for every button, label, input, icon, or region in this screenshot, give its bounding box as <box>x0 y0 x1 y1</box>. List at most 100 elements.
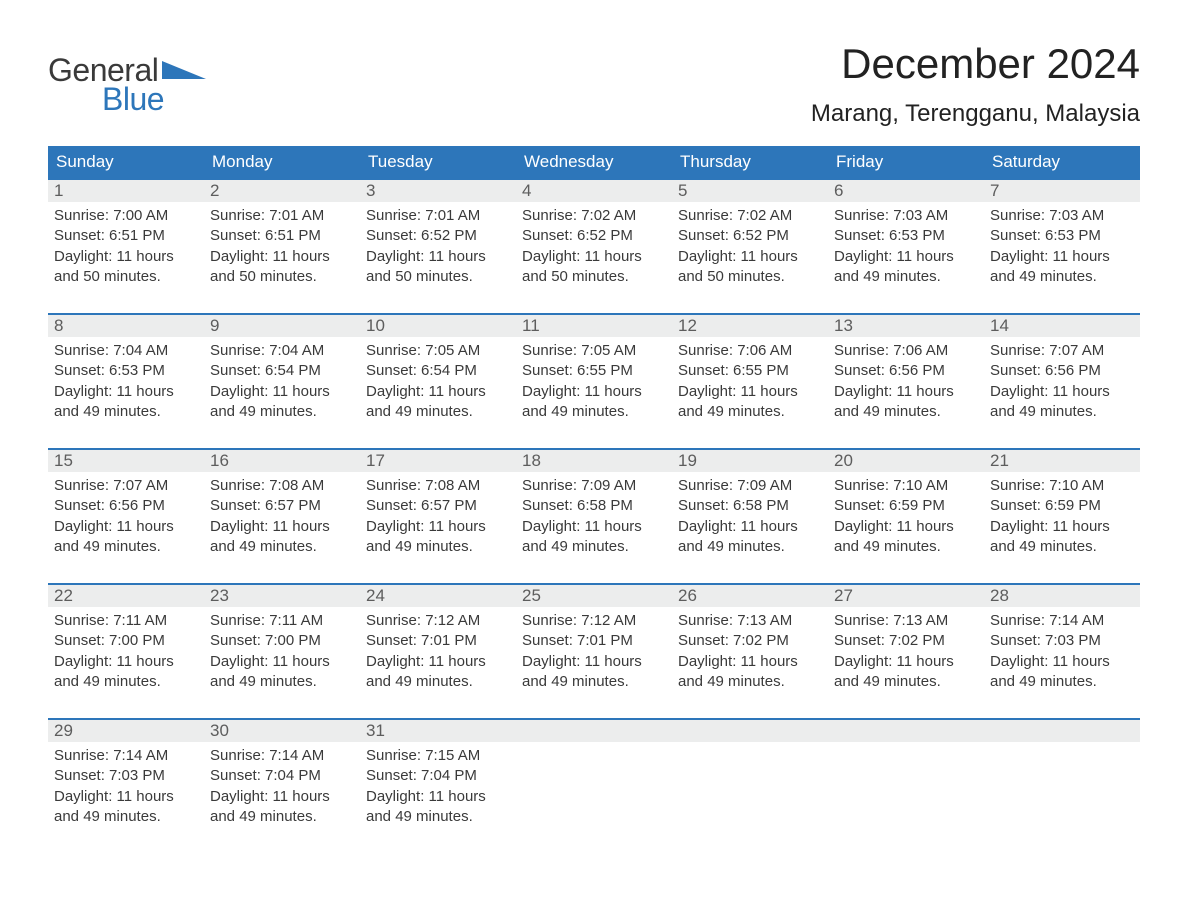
day-sunset: Sunset: 6:56 PM <box>990 361 1134 381</box>
day-dl1: Daylight: 11 hours <box>366 382 510 402</box>
day-details: Sunrise: 7:07 AMSunset: 6:56 PMDaylight:… <box>48 472 204 557</box>
day-details: Sunrise: 7:04 AMSunset: 6:53 PMDaylight:… <box>48 337 204 422</box>
calendar-day: 28Sunrise: 7:14 AMSunset: 7:03 PMDayligh… <box>984 585 1140 700</box>
brand-logo: General Blue <box>48 40 206 118</box>
day-number: 2 <box>204 180 360 202</box>
day-details: Sunrise: 7:06 AMSunset: 6:55 PMDaylight:… <box>672 337 828 422</box>
day-sunrise: Sunrise: 7:12 AM <box>522 611 666 631</box>
day-dl2: and 49 minutes. <box>990 402 1134 422</box>
day-details: Sunrise: 7:13 AMSunset: 7:02 PMDaylight:… <box>672 607 828 692</box>
day-number: 26 <box>672 585 828 607</box>
day-sunrise: Sunrise: 7:12 AM <box>366 611 510 631</box>
day-number: 23 <box>204 585 360 607</box>
calendar-day: 21Sunrise: 7:10 AMSunset: 6:59 PMDayligh… <box>984 450 1140 565</box>
calendar-day: 18Sunrise: 7:09 AMSunset: 6:58 PMDayligh… <box>516 450 672 565</box>
day-sunrise: Sunrise: 7:04 AM <box>210 341 354 361</box>
day-number: 20 <box>828 450 984 472</box>
day-sunrise: Sunrise: 7:00 AM <box>54 206 198 226</box>
day-sunset: Sunset: 6:54 PM <box>366 361 510 381</box>
dow-saturday: Saturday <box>984 146 1140 178</box>
day-sunrise: Sunrise: 7:07 AM <box>990 341 1134 361</box>
dow-wednesday: Wednesday <box>516 146 672 178</box>
calendar-day: 16Sunrise: 7:08 AMSunset: 6:57 PMDayligh… <box>204 450 360 565</box>
day-sunrise: Sunrise: 7:03 AM <box>990 206 1134 226</box>
calendar-day: 7Sunrise: 7:03 AMSunset: 6:53 PMDaylight… <box>984 180 1140 295</box>
day-sunrise: Sunrise: 7:03 AM <box>834 206 978 226</box>
day-details: Sunrise: 7:12 AMSunset: 7:01 PMDaylight:… <box>360 607 516 692</box>
day-dl1: Daylight: 11 hours <box>990 247 1134 267</box>
calendar-week: 8Sunrise: 7:04 AMSunset: 6:53 PMDaylight… <box>48 313 1140 430</box>
day-number: 7 <box>984 180 1140 202</box>
day-dl1: Daylight: 11 hours <box>366 247 510 267</box>
calendar-day: 27Sunrise: 7:13 AMSunset: 7:02 PMDayligh… <box>828 585 984 700</box>
day-details: Sunrise: 7:05 AMSunset: 6:54 PMDaylight:… <box>360 337 516 422</box>
day-number: 19 <box>672 450 828 472</box>
day-number: 27 <box>828 585 984 607</box>
day-number: 30 <box>204 720 360 742</box>
day-sunset: Sunset: 6:51 PM <box>54 226 198 246</box>
day-dl1: Daylight: 11 hours <box>366 787 510 807</box>
day-number: 9 <box>204 315 360 337</box>
day-sunrise: Sunrise: 7:11 AM <box>210 611 354 631</box>
day-dl1: Daylight: 11 hours <box>210 517 354 537</box>
day-dl2: and 49 minutes. <box>210 672 354 692</box>
day-sunrise: Sunrise: 7:01 AM <box>366 206 510 226</box>
day-dl1: Daylight: 11 hours <box>990 652 1134 672</box>
day-dl2: and 50 minutes. <box>54 267 198 287</box>
day-dl2: and 49 minutes. <box>678 672 822 692</box>
day-number: 21 <box>984 450 1140 472</box>
day-dl1: Daylight: 11 hours <box>678 247 822 267</box>
day-details: Sunrise: 7:02 AMSunset: 6:52 PMDaylight:… <box>672 202 828 287</box>
day-sunset: Sunset: 6:51 PM <box>210 226 354 246</box>
day-details: Sunrise: 7:10 AMSunset: 6:59 PMDaylight:… <box>984 472 1140 557</box>
day-number: 25 <box>516 585 672 607</box>
day-dl1: Daylight: 11 hours <box>834 652 978 672</box>
day-details: Sunrise: 7:05 AMSunset: 6:55 PMDaylight:… <box>516 337 672 422</box>
dow-thursday: Thursday <box>672 146 828 178</box>
day-dl1: Daylight: 11 hours <box>54 382 198 402</box>
day-dl2: and 49 minutes. <box>54 807 198 827</box>
day-sunset: Sunset: 7:03 PM <box>54 766 198 786</box>
day-dl1: Daylight: 11 hours <box>678 382 822 402</box>
calendar-day: 10Sunrise: 7:05 AMSunset: 6:54 PMDayligh… <box>360 315 516 430</box>
day-number: 11 <box>516 315 672 337</box>
day-details: Sunrise: 7:14 AMSunset: 7:03 PMDaylight:… <box>984 607 1140 692</box>
day-number: 28 <box>984 585 1140 607</box>
day-number <box>672 720 828 742</box>
day-dl2: and 49 minutes. <box>834 267 978 287</box>
day-number: 12 <box>672 315 828 337</box>
calendar-day: 20Sunrise: 7:10 AMSunset: 6:59 PMDayligh… <box>828 450 984 565</box>
day-sunrise: Sunrise: 7:06 AM <box>678 341 822 361</box>
calendar-day <box>516 720 672 835</box>
calendar-day: 13Sunrise: 7:06 AMSunset: 6:56 PMDayligh… <box>828 315 984 430</box>
day-dl2: and 49 minutes. <box>678 402 822 422</box>
month-title: December 2024 <box>811 40 1140 88</box>
day-number: 14 <box>984 315 1140 337</box>
day-details: Sunrise: 7:03 AMSunset: 6:53 PMDaylight:… <box>984 202 1140 287</box>
day-details: Sunrise: 7:14 AMSunset: 7:04 PMDaylight:… <box>204 742 360 827</box>
day-dl2: and 49 minutes. <box>54 537 198 557</box>
day-sunset: Sunset: 7:04 PM <box>210 766 354 786</box>
day-dl1: Daylight: 11 hours <box>990 517 1134 537</box>
calendar-day: 22Sunrise: 7:11 AMSunset: 7:00 PMDayligh… <box>48 585 204 700</box>
day-dl1: Daylight: 11 hours <box>834 517 978 537</box>
day-number: 4 <box>516 180 672 202</box>
calendar-day: 25Sunrise: 7:12 AMSunset: 7:01 PMDayligh… <box>516 585 672 700</box>
day-sunset: Sunset: 7:01 PM <box>522 631 666 651</box>
day-number: 29 <box>48 720 204 742</box>
day-sunset: Sunset: 6:57 PM <box>210 496 354 516</box>
day-number: 24 <box>360 585 516 607</box>
day-details: Sunrise: 7:03 AMSunset: 6:53 PMDaylight:… <box>828 202 984 287</box>
day-number: 1 <box>48 180 204 202</box>
day-dl2: and 49 minutes. <box>366 672 510 692</box>
day-dl1: Daylight: 11 hours <box>210 652 354 672</box>
day-sunset: Sunset: 6:52 PM <box>366 226 510 246</box>
day-dl1: Daylight: 11 hours <box>834 382 978 402</box>
flag-icon <box>162 57 206 84</box>
day-dl2: and 49 minutes. <box>54 672 198 692</box>
calendar-day: 14Sunrise: 7:07 AMSunset: 6:56 PMDayligh… <box>984 315 1140 430</box>
day-number: 15 <box>48 450 204 472</box>
day-of-week-header: Sunday Monday Tuesday Wednesday Thursday… <box>48 146 1140 178</box>
day-sunset: Sunset: 6:55 PM <box>678 361 822 381</box>
day-dl2: and 50 minutes. <box>522 267 666 287</box>
